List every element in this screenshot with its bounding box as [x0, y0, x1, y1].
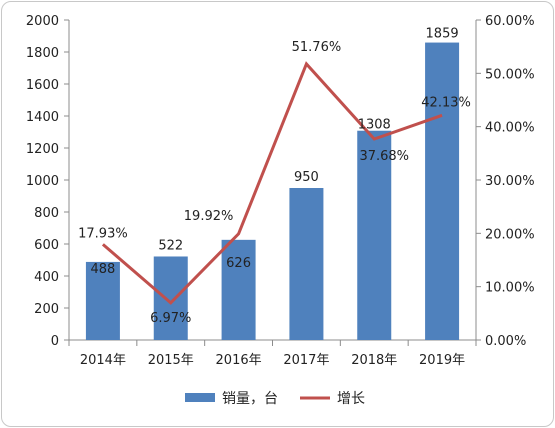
- x-tick-label: 2015年: [148, 353, 194, 368]
- bar-data-label: 626: [226, 256, 251, 271]
- line-data-label: 19.92%: [184, 209, 234, 224]
- growth-line-path: [101, 61, 443, 305]
- y-right-tick-label: 30.00%: [485, 174, 535, 189]
- y-right-tick-label: 40.00%: [485, 121, 535, 136]
- y-left-tick-label: 800: [34, 206, 59, 221]
- legend-swatch-sales: [185, 393, 215, 402]
- y-left-tick-label: 400: [34, 270, 59, 285]
- data-labels: 488 522 626 950 1308 1859 17.93% 6.97% 19.92% 51.…: [78, 27, 471, 326]
- y-right-tick-label: 10.00%: [485, 281, 535, 296]
- line-data-label: 42.13%: [421, 95, 471, 110]
- x-tick-label: 2017年: [283, 353, 329, 368]
- y-left-tick-label: 600: [34, 238, 59, 253]
- bar: [289, 188, 324, 340]
- bar: [221, 239, 256, 340]
- bar-data-label: 1308: [358, 118, 391, 133]
- y-left-tick-label: 1000: [26, 174, 59, 189]
- bar: [425, 42, 460, 341]
- bar-data-label: 950: [294, 170, 319, 185]
- line-data-label: 37.68%: [359, 149, 409, 164]
- x-tick-label: 2018年: [351, 353, 397, 368]
- y-right-tick-label: 20.00%: [485, 227, 535, 242]
- y-right-tick-label: 50.00%: [485, 67, 535, 82]
- y-left-tick-label: 200: [34, 302, 59, 317]
- line-data-label: 17.93%: [78, 226, 128, 241]
- y-left-tick-label: 0: [51, 334, 59, 349]
- y-left-tick-label: 1800: [26, 46, 59, 61]
- y-right-tick-label: 0.00%: [485, 334, 526, 349]
- growth-line: [101, 61, 443, 305]
- bar: [153, 256, 188, 340]
- y-left-tick-label: 1400: [26, 110, 59, 125]
- bar: [357, 130, 392, 340]
- legend-label-sales: 销量，台: [222, 391, 278, 407]
- x-tick-label: 2016年: [216, 353, 262, 368]
- legend: 销量，台 增长: [185, 391, 365, 407]
- bar: [85, 261, 120, 340]
- y-left-tick-label: 1200: [26, 142, 59, 157]
- line-data-label: 6.97%: [150, 311, 191, 326]
- y-left-tick-label: 1600: [26, 78, 59, 93]
- legend-label-growth: 增长: [337, 391, 365, 407]
- y-right-tick-label: 60.00%: [485, 14, 535, 29]
- bar-data-label: 522: [158, 238, 183, 253]
- line-data-label: 51.76%: [292, 40, 342, 55]
- bars: [85, 42, 460, 341]
- x-tick-label: 2019年: [419, 353, 465, 368]
- x-tick-label: 2014年: [80, 353, 126, 368]
- bar-data-label: 488: [91, 262, 116, 277]
- bar-data-label: 1859: [426, 27, 459, 42]
- y-left-tick-label: 2000: [26, 14, 59, 29]
- axes: 0 200 400 600 800 1000 1200 1400 1600 1800 2000 0.0…: [26, 14, 535, 368]
